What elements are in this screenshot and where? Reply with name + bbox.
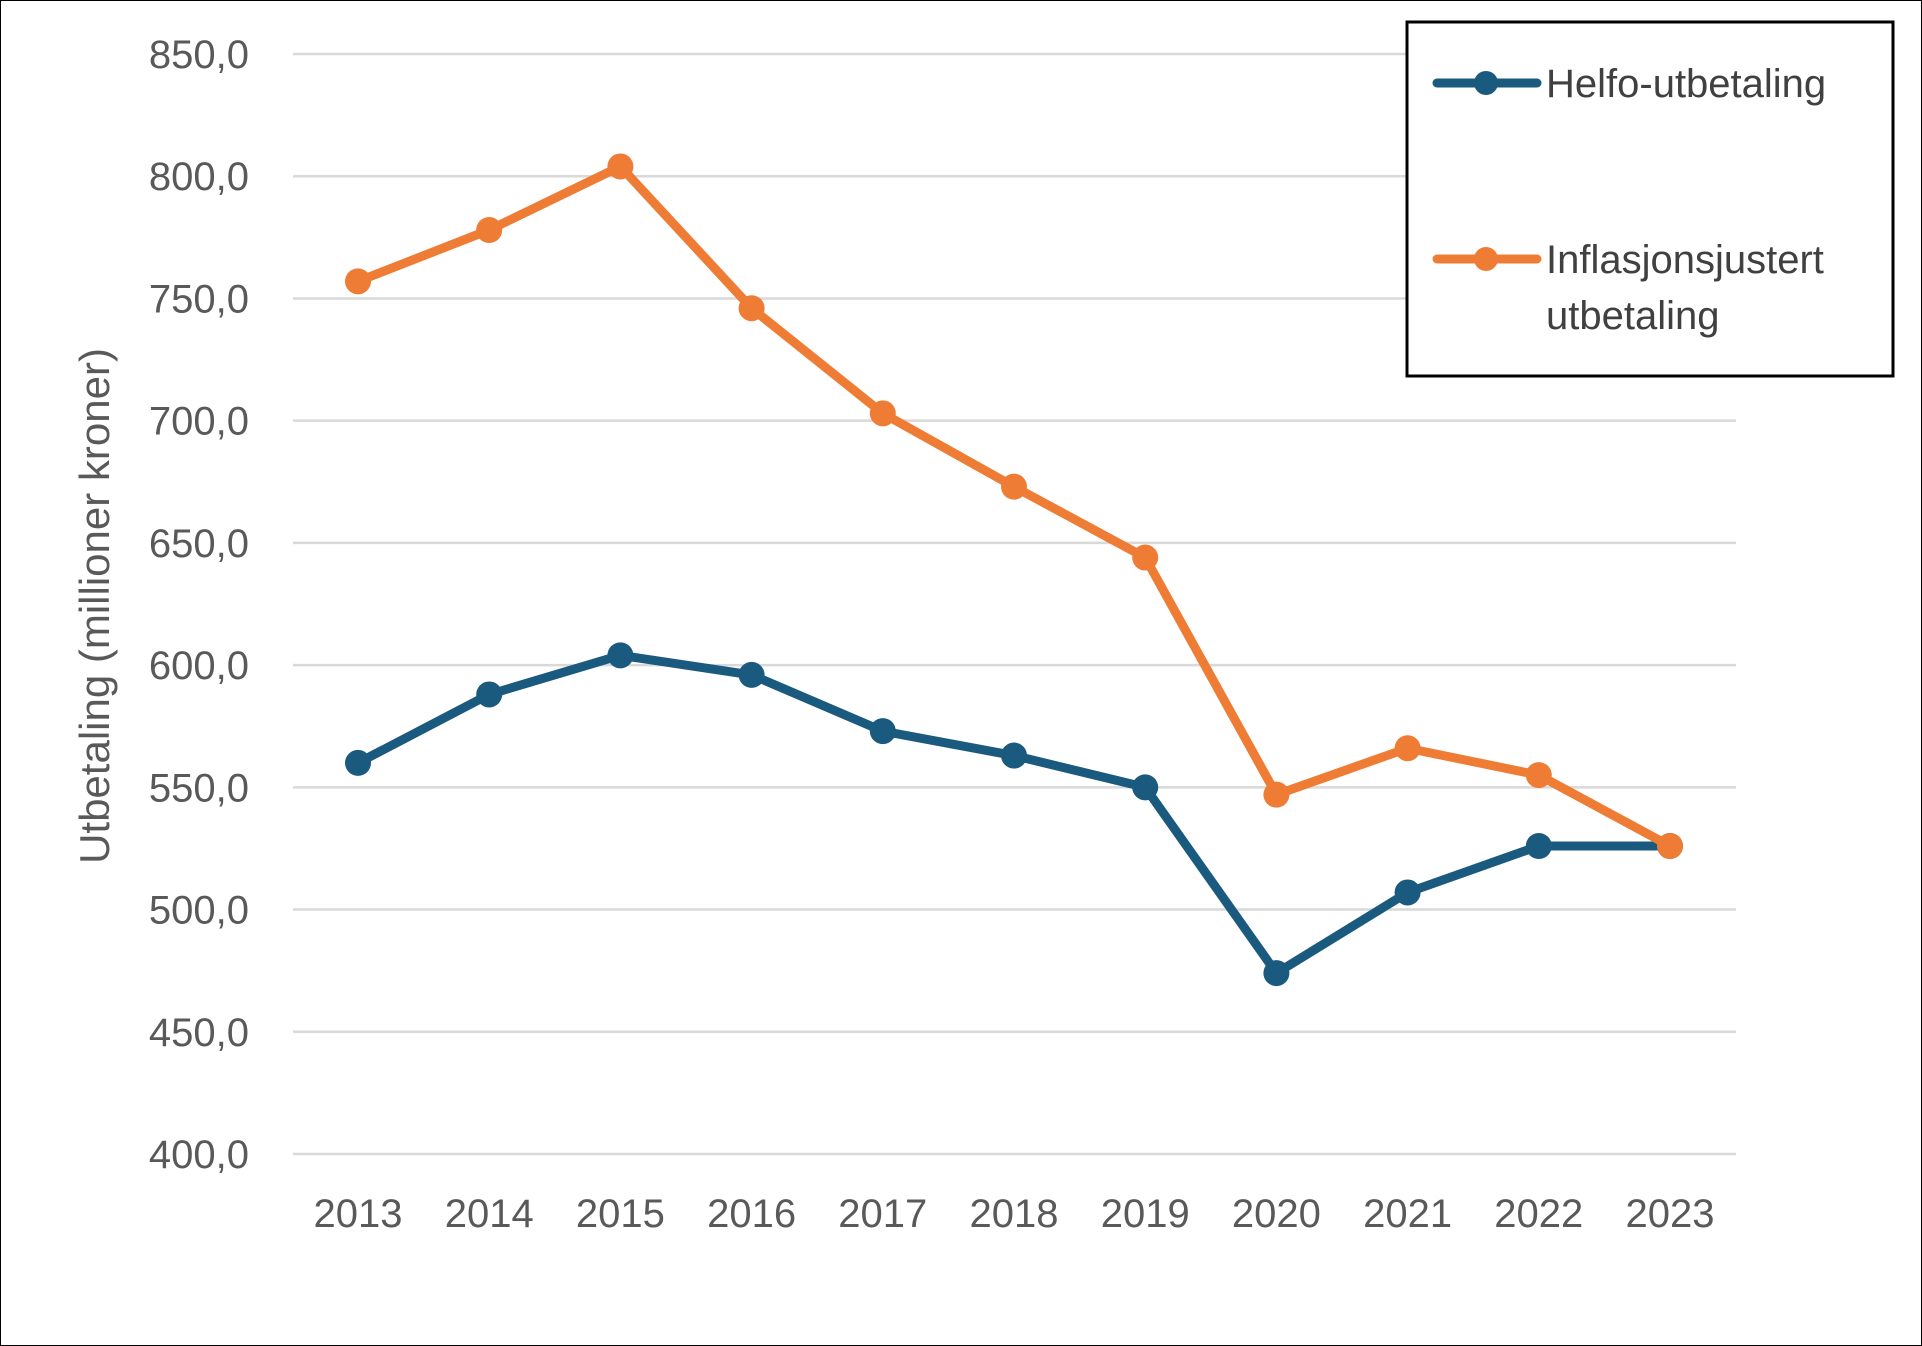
data-point: [1263, 960, 1290, 987]
legend-marker-inflasjonsjustert: [1474, 247, 1498, 271]
data-point: [1132, 544, 1159, 571]
y-tick-label: 750,0: [149, 277, 249, 321]
data-point: [607, 153, 634, 180]
y-tick-label: 650,0: [149, 522, 249, 566]
y-tick-label: 450,0: [149, 1011, 249, 1055]
data-point: [1394, 735, 1421, 762]
data-point: [1525, 762, 1552, 789]
data-point: [345, 268, 371, 295]
data-point: [1657, 833, 1683, 859]
legend: Helfo-utbetaling Inflasjonsjustert utbet…: [1405, 20, 1895, 378]
data-point: [738, 661, 765, 688]
series-layer: [345, 153, 1683, 987]
data-point: [476, 217, 503, 243]
x-tick-label: 2022: [1494, 1192, 1583, 1236]
y-axis-title: Utbetaling (millioner kroner): [71, 348, 118, 864]
x-tick-label: 2017: [838, 1192, 927, 1236]
data-point: [476, 681, 503, 708]
legend-label-helfo: Helfo-utbetaling: [1546, 62, 1826, 106]
y-tick-label: 500,0: [149, 889, 249, 933]
data-point: [1394, 879, 1421, 906]
x-tick-label: 2019: [1101, 1192, 1190, 1236]
y-tick-label: 850,0: [149, 33, 249, 77]
legend-marker-helfo: [1474, 71, 1498, 95]
x-tick-label: 2014: [445, 1192, 534, 1236]
data-point: [1001, 473, 1027, 500]
x-tick-label: 2021: [1363, 1192, 1452, 1236]
series-0: [345, 642, 1683, 987]
legend-label-inflasjonsjustert-line2: utbetaling: [1546, 294, 1719, 338]
data-point: [1525, 833, 1552, 859]
data-point: [1263, 781, 1290, 808]
series-1: [345, 153, 1683, 859]
data-point: [1001, 742, 1027, 769]
y-tick-label: 550,0: [149, 766, 249, 810]
legend-item-inflasjonsjustert: Inflasjonsjustert utbetaling: [1432, 238, 1824, 338]
y-tick-label: 800,0: [149, 155, 249, 199]
x-axis-ticks: 2013 2014 2015 2016 2017 2018 2019 2020 2021 2022…: [314, 1192, 1715, 1236]
x-tick-label: 2015: [576, 1192, 665, 1236]
data-point: [869, 400, 896, 427]
legend-label-inflasjonsjustert-line1: Inflasjonsjustert: [1546, 238, 1824, 282]
data-point: [738, 295, 765, 322]
data-point: [1132, 774, 1159, 801]
x-tick-label: 2023: [1626, 1192, 1715, 1236]
data-point: [345, 749, 371, 776]
x-tick-label: 2018: [970, 1192, 1059, 1236]
y-tick-label: 700,0: [149, 400, 249, 444]
y-tick-label: 600,0: [149, 644, 249, 688]
x-tick-label: 2020: [1232, 1192, 1321, 1236]
x-tick-label: 2013: [314, 1192, 403, 1236]
series-line: [353, 650, 1675, 978]
data-point: [869, 718, 896, 745]
data-point: [607, 642, 634, 669]
y-axis-ticks: 400,0 450,0 500,0 550,0 600,0 650,0 700,0 750,0…: [149, 33, 249, 1177]
x-tick-label: 2016: [707, 1192, 796, 1236]
legend-item-helfo: Helfo-utbetaling: [1432, 62, 1826, 106]
y-tick-label: 400,0: [149, 1133, 249, 1177]
